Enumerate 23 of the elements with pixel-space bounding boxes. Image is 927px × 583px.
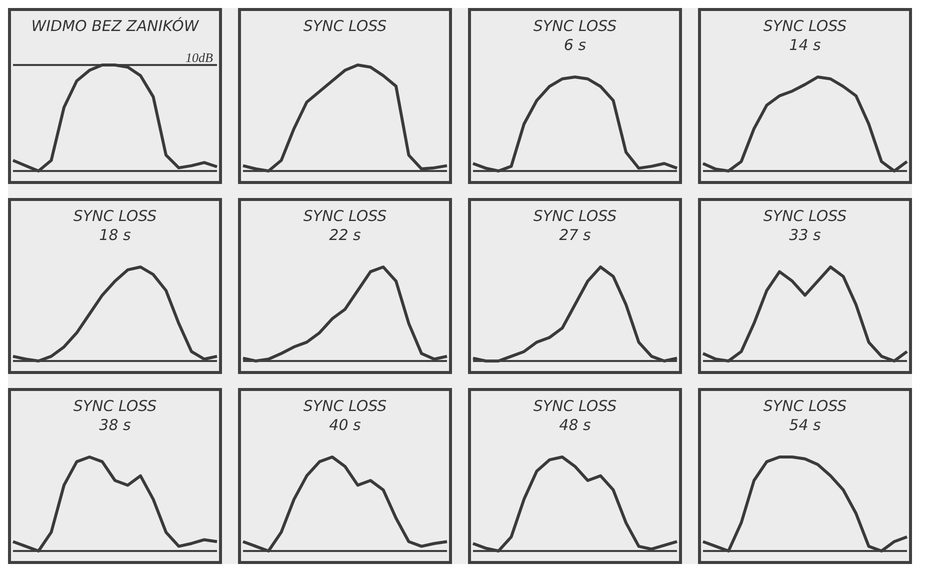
chart-title: SYNC LOSS bbox=[302, 17, 388, 36]
chart-title: SYNC LOSS bbox=[532, 17, 618, 36]
chart-subtitle: 54 s bbox=[788, 416, 822, 435]
chart-subtitle: 22 s bbox=[328, 226, 362, 245]
chart-title: SYNC LOSS bbox=[532, 207, 618, 226]
chart-title: SYNC LOSS bbox=[532, 397, 618, 416]
chart-subtitle: 27 s bbox=[558, 226, 592, 245]
chart-subtitle: 40 s bbox=[328, 416, 362, 435]
chart-subtitle: 48 s bbox=[558, 416, 592, 435]
chart-subtitle: 6 s bbox=[562, 36, 588, 55]
chart-title: SYNC LOSS bbox=[762, 17, 848, 36]
chart-subtitle: 33 s bbox=[788, 226, 822, 245]
chart-title: SYNC LOSS bbox=[762, 207, 848, 226]
chart-title: SYNC LOSS bbox=[302, 207, 388, 226]
chart-subtitle: 38 s bbox=[98, 416, 132, 435]
chart-title: SYNC LOSS bbox=[72, 397, 158, 416]
chart-title: SYNC LOSS bbox=[762, 397, 848, 416]
chart-subtitle: 18 s bbox=[98, 226, 132, 245]
chart-subtitle: 14 s bbox=[788, 36, 822, 55]
chart-title: SYNC LOSS bbox=[72, 207, 158, 226]
chart-title: SYNC LOSS bbox=[302, 397, 388, 416]
ref-line-label: 10dB bbox=[186, 50, 214, 66]
chart-title: WIDMO BEZ ZANIKÓW bbox=[30, 17, 200, 36]
